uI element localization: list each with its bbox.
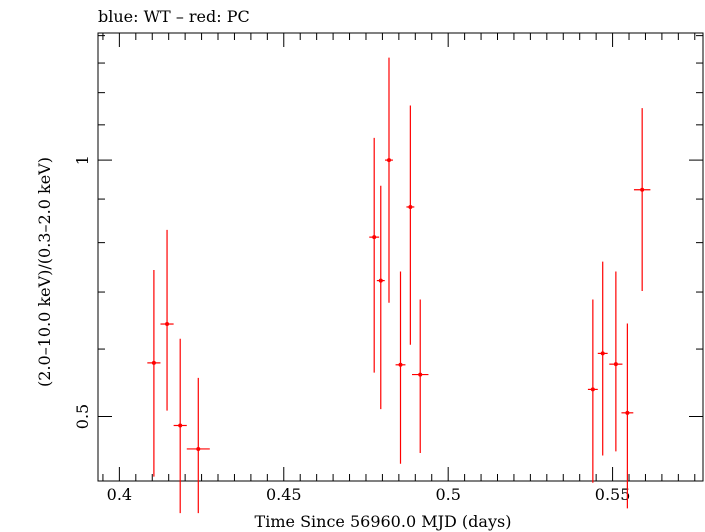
point-marker xyxy=(398,362,403,367)
point-marker xyxy=(151,360,156,365)
data-series-pc xyxy=(147,57,651,514)
data-point xyxy=(173,338,187,514)
point-marker xyxy=(590,387,595,392)
y-axis-label: (2.0–10.0 keV)/(0.3–2.0 keV) xyxy=(35,157,54,387)
point-marker xyxy=(196,446,201,451)
y-tick-label: 0.5 xyxy=(73,404,92,429)
data-point xyxy=(369,137,380,373)
x-axis-label: Time Since 56960.0 MJD (days) xyxy=(255,512,512,531)
point-marker xyxy=(600,351,605,356)
point-marker xyxy=(178,423,183,428)
data-point xyxy=(597,261,608,456)
chart-title: blue: WT – red: PC xyxy=(98,7,250,26)
point-marker xyxy=(408,204,413,209)
point-marker xyxy=(418,372,423,377)
data-point xyxy=(186,377,210,514)
data-point xyxy=(147,269,161,477)
data-point xyxy=(621,323,634,509)
data-point xyxy=(395,271,406,464)
point-marker xyxy=(386,158,391,163)
x-tick-label: 0.55 xyxy=(595,485,631,504)
data-point xyxy=(376,185,385,410)
data-point xyxy=(587,299,598,483)
point-marker xyxy=(625,410,630,415)
point-marker xyxy=(378,278,383,283)
data-point xyxy=(385,57,393,303)
data-point xyxy=(633,108,651,291)
y-tick-label: 1 xyxy=(73,155,92,165)
x-tick-label: 0.5 xyxy=(435,485,460,504)
data-point xyxy=(406,105,415,345)
point-marker xyxy=(165,322,170,327)
x-tick-label: 0.45 xyxy=(266,485,302,504)
data-point xyxy=(412,299,429,454)
x-tick-label: 0.4 xyxy=(107,485,132,504)
x-axis: 0.4 0.45 0.5 0.55 xyxy=(102,33,696,504)
data-point xyxy=(160,229,174,411)
point-marker xyxy=(613,362,618,367)
point-marker xyxy=(372,235,377,240)
data-point xyxy=(609,271,623,452)
point-marker xyxy=(640,187,645,192)
plot-frame xyxy=(97,32,704,482)
y-axis: 0.51 xyxy=(73,35,703,429)
